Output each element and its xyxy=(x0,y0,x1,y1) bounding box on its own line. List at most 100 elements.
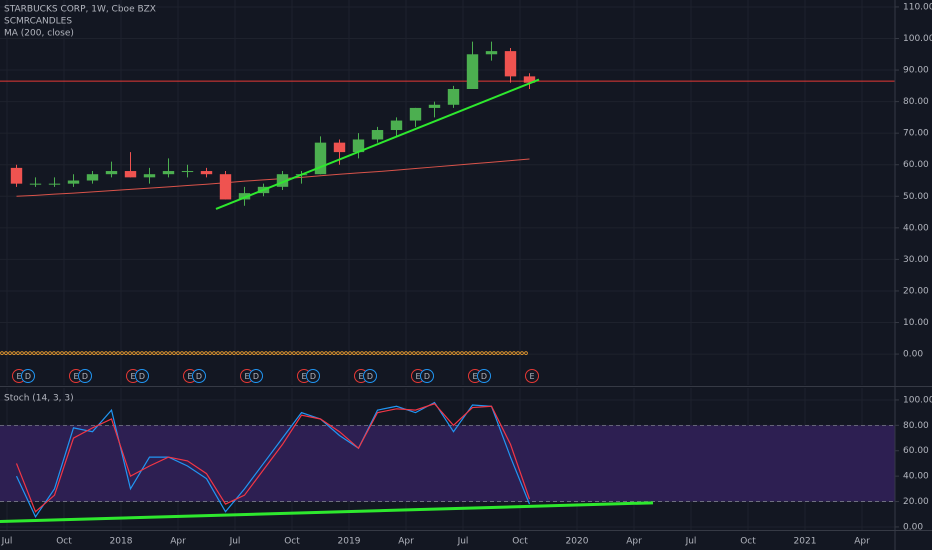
scmr-marker xyxy=(212,351,216,355)
event-badge xyxy=(477,369,491,383)
candle-body xyxy=(276,174,289,187)
scmr-marker xyxy=(436,351,440,355)
scmr-marker xyxy=(492,351,496,355)
scmr-marker xyxy=(356,351,360,355)
symbol-title: STARBUCKS CORP, 1W, Cboe BZX xyxy=(4,5,156,15)
scmr-marker xyxy=(164,351,168,355)
scmr-marker xyxy=(200,351,204,355)
event-badge xyxy=(21,369,35,383)
scmr-marker xyxy=(172,351,176,355)
y-tick-label: 50.00 xyxy=(903,192,929,202)
scmr-marker xyxy=(480,351,484,355)
scmr-marker xyxy=(8,351,12,355)
event-badge xyxy=(363,369,377,383)
event-badge xyxy=(78,369,92,383)
scmr-marker xyxy=(396,351,400,355)
y-tick-label: 110.00 xyxy=(903,2,932,12)
candle-body xyxy=(238,193,251,200)
y-tick-label: 30.00 xyxy=(903,255,929,265)
candle-body xyxy=(333,142,346,153)
scmr-marker xyxy=(448,351,452,355)
scmr-marker xyxy=(196,351,200,355)
scmr-marker xyxy=(464,351,468,355)
scmr-marker xyxy=(228,351,232,355)
scmr-marker xyxy=(112,351,116,355)
event-badge xyxy=(420,369,434,383)
x-tick-label: Jul xyxy=(229,537,241,547)
event-label: E xyxy=(472,372,477,381)
event-badge xyxy=(135,369,149,383)
x-tick-label: 2021 xyxy=(794,537,817,547)
x-tick-label: 2020 xyxy=(566,537,589,547)
scmr-marker xyxy=(288,351,292,355)
event-badge xyxy=(525,369,539,383)
stoch-line xyxy=(15,403,531,513)
scmr-marker xyxy=(520,351,524,355)
scmr-marker xyxy=(300,351,304,355)
scmr-marker xyxy=(176,351,180,355)
indicator-label: Stoch (14, 3, 3) xyxy=(4,394,74,404)
scmr-marker xyxy=(28,351,32,355)
x-tick-label: Oct xyxy=(740,537,756,547)
scmr-marker xyxy=(376,351,380,355)
scmr-marker xyxy=(496,351,500,355)
candle-body xyxy=(466,54,479,89)
scmr-marker xyxy=(80,351,84,355)
x-tick-label: Apr xyxy=(854,537,870,547)
scmr-marker xyxy=(152,351,156,355)
scmr-marker xyxy=(260,351,264,355)
trendline xyxy=(0,501,654,524)
scmr-marker xyxy=(272,351,276,355)
scmr-marker xyxy=(404,351,408,355)
candle-body xyxy=(523,76,536,83)
scmr-marker xyxy=(468,351,472,355)
candle-body xyxy=(409,107,422,121)
x-tick-label: Jul xyxy=(1,537,13,547)
event-label: D xyxy=(82,372,88,381)
y-tick-label: 80.00 xyxy=(903,97,929,107)
scmr-marker xyxy=(364,351,368,355)
scmr-marker xyxy=(20,351,24,355)
y-tick-label: 40.00 xyxy=(903,472,929,482)
scmr-marker xyxy=(360,351,364,355)
scmr-marker xyxy=(308,351,312,355)
scmr-marker xyxy=(280,351,284,355)
trendline xyxy=(215,78,540,210)
scmr-marker xyxy=(168,351,172,355)
candle-body xyxy=(390,120,403,131)
indicator-label: MA (200, close) xyxy=(4,29,74,39)
scmr-marker xyxy=(312,351,316,355)
scmr-marker xyxy=(12,351,16,355)
scmr-marker xyxy=(248,351,252,355)
scmr-marker xyxy=(208,351,212,355)
scmr-marker xyxy=(432,351,436,355)
scmr-marker xyxy=(56,351,60,355)
event-badge xyxy=(192,369,206,383)
scmr-marker xyxy=(48,351,52,355)
scmr-marker xyxy=(440,351,444,355)
scmr-marker xyxy=(384,351,388,355)
scmr-marker xyxy=(84,351,88,355)
candle-body xyxy=(124,171,137,178)
y-tick-label: 60.00 xyxy=(903,446,929,456)
scmr-marker xyxy=(456,351,460,355)
scmr-marker xyxy=(284,351,288,355)
y-tick-label: 70.00 xyxy=(903,129,929,139)
scmr-marker xyxy=(44,351,48,355)
scmr-marker xyxy=(52,351,56,355)
scmr-marker xyxy=(276,351,280,355)
stoch-line xyxy=(15,401,531,519)
scmr-marker xyxy=(324,351,328,355)
event-label: D xyxy=(139,372,145,381)
y-tick-label: 10.00 xyxy=(903,318,929,328)
y-tick-label: 20.00 xyxy=(903,286,929,296)
scmr-marker xyxy=(216,351,220,355)
scmr-marker xyxy=(392,351,396,355)
scmr-marker xyxy=(340,351,344,355)
scmr-marker xyxy=(512,351,516,355)
y-tick-label: 80.00 xyxy=(903,421,929,431)
scmr-marker xyxy=(428,351,432,355)
scmr-marker xyxy=(224,351,228,355)
y-tick-label: 0.00 xyxy=(903,522,923,532)
x-tick-label: Oct xyxy=(512,537,528,547)
